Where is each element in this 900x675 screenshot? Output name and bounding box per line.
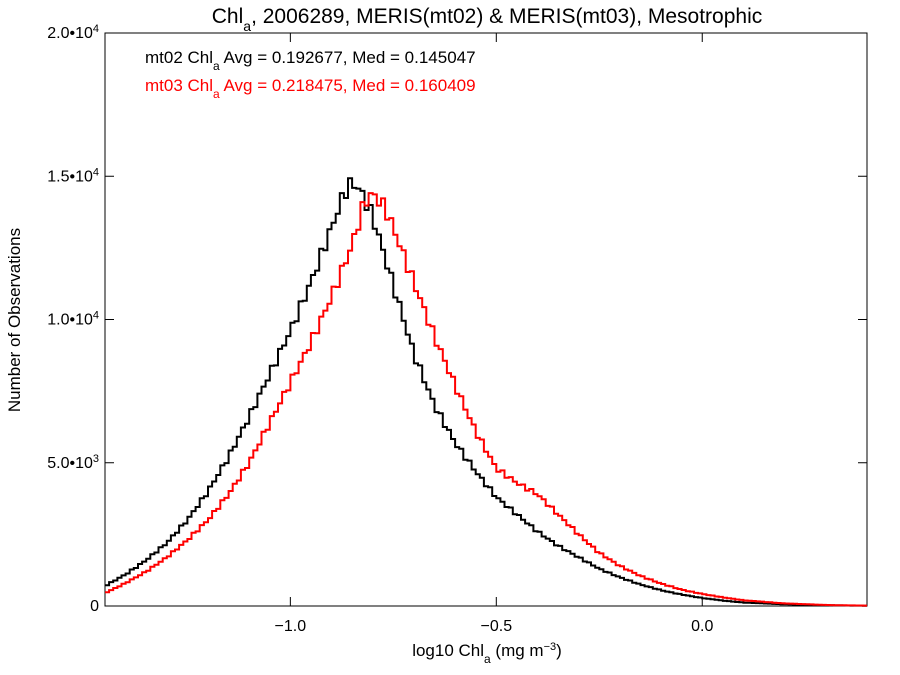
chart-title: Chla, 2006289, MERIS(mt02) & MERIS(mt03)… — [212, 5, 763, 34]
y-tick-label: 2.0•104 — [47, 23, 99, 42]
y-tick-label: 1.5•104 — [47, 166, 99, 185]
series-line-mt03 — [105, 192, 867, 607]
y-axis-ticks: 0 5.0•103 1.0•104 1.5•104 2.0•104 — [47, 23, 867, 615]
x-axis-ticks: −1.0 −0.5 0.0 — [275, 33, 713, 635]
x-tick-label: −0.5 — [481, 618, 513, 635]
y-tick-label: 5.0•103 — [47, 453, 99, 472]
y-tick-label: 1.0•104 — [47, 310, 99, 329]
series-line-mt02 — [105, 177, 867, 607]
plot-frame — [104, 32, 868, 607]
legend-entry-mt02: mt02 Chla Avg = 0.192677, Med = 0.145047 — [145, 48, 476, 73]
x-tick-label: 0.0 — [691, 618, 713, 635]
x-axis-label: log10 Chla (mg m−3) — [412, 641, 562, 666]
legend-entry-mt03: mt03 Chla Avg = 0.218475, Med = 0.160409 — [145, 76, 476, 101]
y-axis-label: Number of Observations — [5, 228, 24, 412]
x-tick-label: −1.0 — [275, 618, 307, 635]
y-tick-label: 0 — [90, 598, 99, 615]
